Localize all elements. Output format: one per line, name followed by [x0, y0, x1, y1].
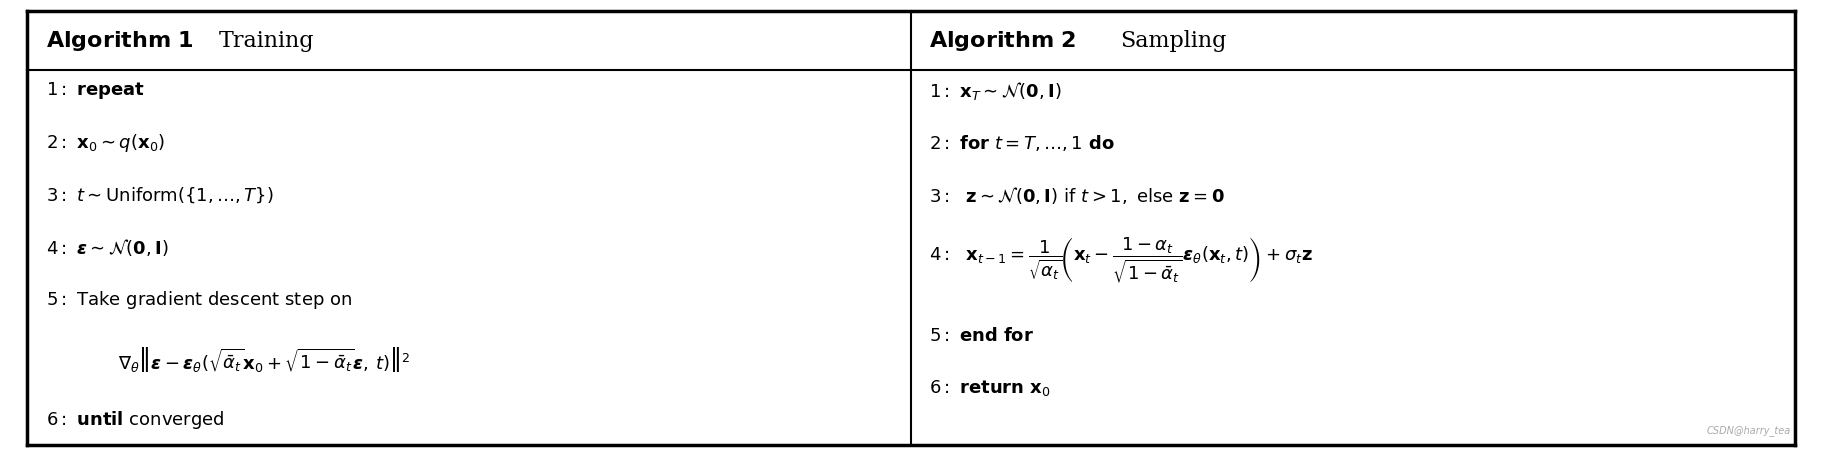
- Text: $\mathbf{Algorithm\ 2}$: $\mathbf{Algorithm\ 2}$: [929, 29, 1077, 53]
- Text: $1:\ \mathbf{repeat}$: $1:\ \mathbf{repeat}$: [46, 80, 144, 101]
- Text: $4:\ \ \mathbf{x}_{t-1} = \dfrac{1}{\sqrt{\alpha_t}}\!\left(\mathbf{x}_t - \dfra: $4:\ \ \mathbf{x}_{t-1} = \dfrac{1}{\sqr…: [929, 236, 1314, 285]
- Text: Training: Training: [219, 30, 313, 52]
- Text: $3:\ t \sim \mathrm{Uniform}(\{1,\ldots,T\})$: $3:\ t \sim \mathrm{Uniform}(\{1,\ldots,…: [46, 185, 273, 205]
- Text: $4:\ \boldsymbol{\epsilon} \sim \mathcal{N}(\mathbf{0}, \mathbf{I})$: $4:\ \boldsymbol{\epsilon} \sim \mathcal…: [46, 237, 168, 258]
- Text: $5:\ \mathrm{Take\ gradient\ descent\ step\ on}$: $5:\ \mathrm{Take\ gradient\ descent\ st…: [46, 289, 352, 311]
- Text: $3:\ \ \mathbf{z} \sim \mathcal{N}(\mathbf{0}, \mathbf{I})\ \mathrm{if}\ t > 1,\: $3:\ \ \mathbf{z} \sim \mathcal{N}(\math…: [929, 185, 1224, 206]
- Text: CSDN@harry_tea: CSDN@harry_tea: [1707, 425, 1791, 436]
- Text: $\mathbf{Algorithm\ 1}$: $\mathbf{Algorithm\ 1}$: [46, 29, 193, 53]
- Text: $5:\ \mathbf{end\ for}$: $5:\ \mathbf{end\ for}$: [929, 327, 1035, 345]
- Text: $\nabla_\theta \left\| \boldsymbol{\epsilon} - \boldsymbol{\epsilon}_\theta(\sqr: $\nabla_\theta \left\| \boldsymbol{\epsi…: [118, 345, 410, 374]
- Text: Sampling: Sampling: [1121, 30, 1226, 52]
- Text: $2:\ \mathbf{x}_0 \sim q(\mathbf{x}_0)$: $2:\ \mathbf{x}_0 \sim q(\mathbf{x}_0)$: [46, 132, 164, 154]
- Text: $2:\ \mathbf{for}\ t = T, \ldots, 1\ \mathbf{do}$: $2:\ \mathbf{for}\ t = T, \ldots, 1\ \ma…: [929, 133, 1115, 153]
- Text: $1:\ \mathbf{x}_T \sim \mathcal{N}(\mathbf{0}, \mathbf{I})$: $1:\ \mathbf{x}_T \sim \mathcal{N}(\math…: [929, 80, 1062, 102]
- Text: $6:\ \mathbf{until}\ \mathrm{converged}$: $6:\ \mathbf{until}\ \mathrm{converged}$: [46, 409, 224, 431]
- Text: $6:\ \mathbf{return}\ \mathbf{x}_0$: $6:\ \mathbf{return}\ \mathbf{x}_0$: [929, 378, 1051, 399]
